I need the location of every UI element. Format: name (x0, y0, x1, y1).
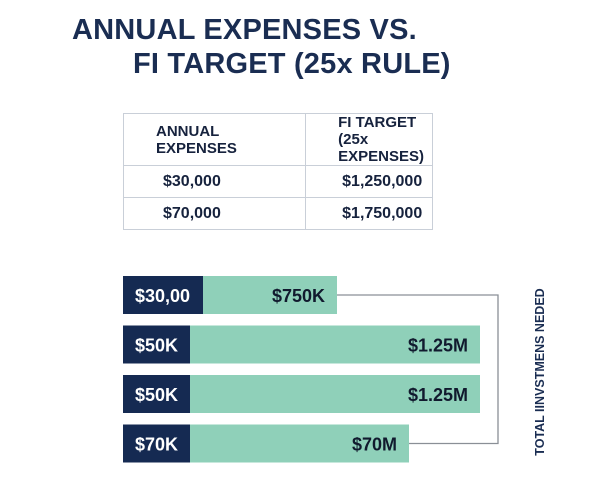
chart-title-line-2: FI TARGET (25x RULE) (133, 48, 451, 80)
chart-title-line-1: ANNUAL EXPENSES VS. (72, 14, 417, 46)
table-cell-expense: $70,000 (122, 197, 307, 230)
target-bar (203, 276, 337, 314)
expense-bar-label: $70K (135, 435, 178, 455)
column-header-annual-expenses: ANNUAL EXPENSES (122, 113, 307, 166)
expense-bar-label: $30,00 (135, 286, 190, 306)
expense-bar (123, 375, 190, 413)
expenses-table: ANNUAL EXPENSES FI TARGET (25x EXPENSES)… (122, 113, 433, 230)
target-bar (190, 375, 480, 413)
column-header-fi-target: FI TARGET (25x EXPENSES) (305, 113, 433, 166)
bracket-connector (337, 294, 499, 445)
side-axis-label: TOTAL IINVSTMENS NEDED (533, 288, 547, 455)
table-cell-target: $1,250,000 (305, 165, 433, 198)
target-bar-label: $1.25M (408, 385, 468, 405)
expense-bar-label: $50K (135, 336, 178, 356)
expense-bar (123, 424, 190, 463)
expense-bar (123, 325, 190, 364)
expense-bar-label: $50K (135, 385, 178, 405)
table-header-row: ANNUAL EXPENSES FI TARGET (25x EXPENSES) (122, 113, 433, 166)
target-bar (190, 424, 409, 463)
table-cell-expense: $30,000 (122, 165, 307, 198)
target-bar-label: $750K (272, 286, 325, 306)
table-cell-target: $1,750,000 (305, 197, 433, 230)
expense-bar (123, 276, 203, 314)
table-row: $70,000 $1,750,000 (122, 197, 433, 230)
target-bar-label: $70M (352, 435, 397, 455)
table-row: $30,000 $1,250,000 (122, 165, 433, 198)
target-bar-label: $1.25M (408, 336, 468, 356)
target-bar (190, 325, 480, 364)
